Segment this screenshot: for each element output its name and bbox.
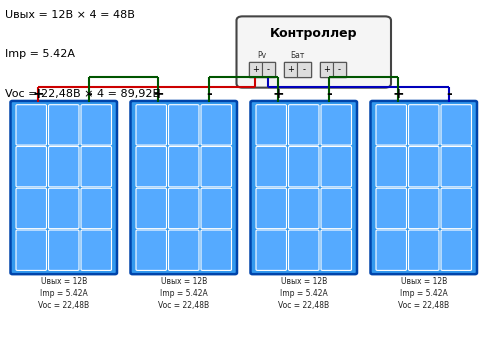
FancyBboxPatch shape	[81, 188, 112, 229]
Text: -: -	[446, 87, 452, 101]
FancyBboxPatch shape	[288, 147, 319, 187]
FancyBboxPatch shape	[16, 230, 46, 270]
FancyBboxPatch shape	[376, 188, 406, 229]
Bar	[333, 62, 346, 77]
Text: -: -	[326, 87, 332, 101]
FancyBboxPatch shape	[81, 230, 112, 270]
Text: -: -	[86, 87, 92, 101]
Bar	[284, 62, 298, 77]
FancyBboxPatch shape	[376, 230, 406, 270]
FancyBboxPatch shape	[376, 105, 406, 145]
Text: Uвых = 12В
Imp = 5.42A
Voc = 22,48В: Uвых = 12В Imp = 5.42A Voc = 22,48В	[158, 277, 210, 310]
FancyBboxPatch shape	[288, 105, 319, 145]
FancyBboxPatch shape	[16, 147, 46, 187]
FancyBboxPatch shape	[48, 105, 79, 145]
Bar	[262, 62, 275, 77]
Bar	[320, 62, 346, 77]
Text: +: +	[287, 65, 294, 74]
FancyBboxPatch shape	[136, 230, 166, 270]
Text: -: -	[206, 87, 212, 101]
FancyBboxPatch shape	[441, 147, 472, 187]
FancyBboxPatch shape	[136, 147, 166, 187]
FancyBboxPatch shape	[256, 105, 286, 145]
FancyBboxPatch shape	[376, 147, 406, 187]
FancyBboxPatch shape	[408, 230, 439, 270]
FancyBboxPatch shape	[48, 147, 79, 187]
FancyBboxPatch shape	[48, 188, 79, 229]
FancyBboxPatch shape	[370, 101, 477, 274]
Text: Voc = 22,48В × 4 = 89,92В: Voc = 22,48В × 4 = 89,92В	[5, 89, 160, 99]
Text: +: +	[272, 87, 284, 101]
Text: Imp = 5.42A: Imp = 5.42A	[5, 49, 75, 59]
FancyBboxPatch shape	[81, 105, 112, 145]
Text: Uвых = 12В × 4 = 48В: Uвых = 12В × 4 = 48В	[5, 10, 135, 20]
FancyBboxPatch shape	[408, 147, 439, 187]
Text: -: -	[267, 65, 270, 74]
Text: -: -	[338, 65, 341, 74]
Bar	[320, 62, 333, 77]
FancyBboxPatch shape	[16, 188, 46, 229]
Text: +: +	[392, 87, 404, 101]
FancyBboxPatch shape	[321, 147, 352, 187]
FancyBboxPatch shape	[256, 147, 286, 187]
FancyBboxPatch shape	[81, 147, 112, 187]
FancyBboxPatch shape	[288, 188, 319, 229]
FancyBboxPatch shape	[201, 230, 232, 270]
FancyBboxPatch shape	[168, 230, 199, 270]
Text: Uвых = 12В
Imp = 5.42A
Voc = 22,48В: Uвых = 12В Imp = 5.42A Voc = 22,48В	[38, 277, 90, 310]
Text: +: +	[32, 87, 44, 101]
Bar	[248, 62, 262, 77]
FancyBboxPatch shape	[130, 101, 237, 274]
FancyBboxPatch shape	[168, 188, 199, 229]
Bar	[297, 62, 310, 77]
FancyBboxPatch shape	[408, 188, 439, 229]
FancyBboxPatch shape	[16, 105, 46, 145]
Text: Pv: Pv	[257, 51, 266, 60]
FancyBboxPatch shape	[201, 188, 232, 229]
FancyBboxPatch shape	[408, 105, 439, 145]
Text: +: +	[152, 87, 164, 101]
FancyBboxPatch shape	[441, 105, 472, 145]
Bar	[248, 62, 275, 77]
FancyBboxPatch shape	[201, 147, 232, 187]
Bar	[284, 62, 310, 77]
FancyBboxPatch shape	[168, 147, 199, 187]
FancyBboxPatch shape	[136, 188, 166, 229]
FancyBboxPatch shape	[10, 101, 117, 274]
Text: Uвых = 12В
Imp = 5.42A
Voc = 22,48В: Uвых = 12В Imp = 5.42A Voc = 22,48В	[398, 277, 450, 310]
FancyBboxPatch shape	[321, 188, 352, 229]
FancyBboxPatch shape	[256, 230, 286, 270]
FancyBboxPatch shape	[136, 105, 166, 145]
FancyBboxPatch shape	[236, 16, 391, 88]
Text: +: +	[322, 65, 330, 74]
FancyBboxPatch shape	[168, 105, 199, 145]
Text: Контроллер: Контроллер	[270, 27, 358, 40]
FancyBboxPatch shape	[441, 230, 472, 270]
Text: +: +	[252, 65, 258, 74]
FancyBboxPatch shape	[288, 230, 319, 270]
FancyBboxPatch shape	[201, 105, 232, 145]
FancyBboxPatch shape	[441, 188, 472, 229]
FancyBboxPatch shape	[321, 230, 352, 270]
Text: -: -	[302, 65, 306, 74]
Text: Uвых = 12В
Imp = 5.42A
Voc = 22,48В: Uвых = 12В Imp = 5.42A Voc = 22,48В	[278, 277, 330, 310]
FancyBboxPatch shape	[256, 188, 286, 229]
FancyBboxPatch shape	[250, 101, 357, 274]
FancyBboxPatch shape	[48, 230, 79, 270]
FancyBboxPatch shape	[321, 105, 352, 145]
Text: Бат: Бат	[290, 51, 304, 60]
